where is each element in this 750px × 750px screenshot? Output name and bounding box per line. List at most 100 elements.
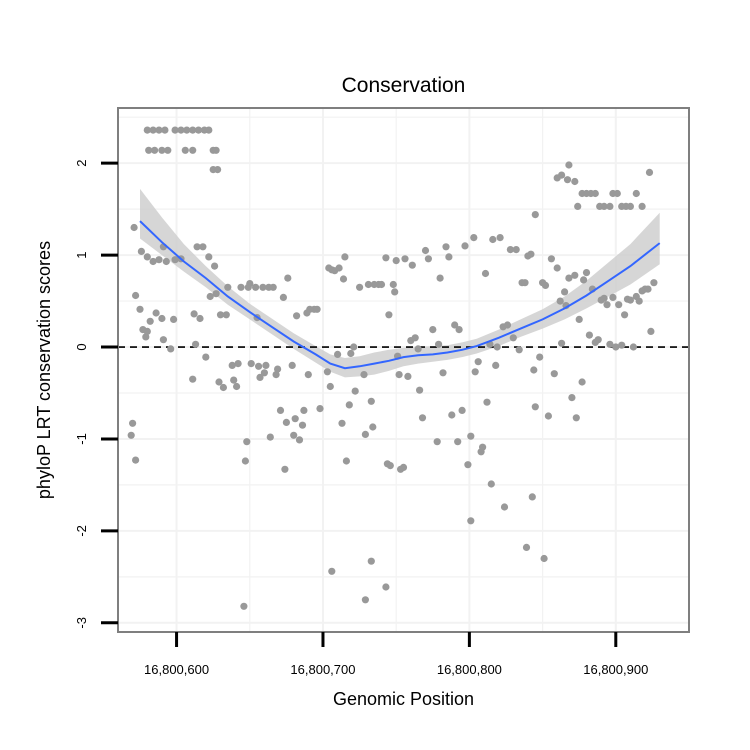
data-point	[262, 361, 270, 369]
data-point	[347, 349, 355, 358]
data-point	[266, 433, 274, 441]
data-point	[241, 457, 249, 465]
data-point	[650, 279, 658, 287]
data-point	[171, 256, 179, 264]
data-point	[170, 315, 178, 323]
x-tick-label: 16,800,600	[144, 662, 209, 677]
data-point	[489, 235, 497, 244]
data-point	[474, 358, 482, 366]
data-point	[369, 423, 377, 431]
data-point	[361, 430, 369, 438]
x-tick-label: 16,800,700	[290, 662, 355, 677]
data-point	[350, 343, 358, 351]
data-point	[416, 386, 424, 394]
data-point	[199, 243, 207, 251]
data-point	[503, 321, 512, 329]
data-point	[345, 401, 353, 409]
data-point	[531, 211, 539, 219]
data-point	[386, 462, 394, 470]
data-point	[234, 360, 242, 368]
data-point	[600, 202, 608, 210]
data-point	[132, 456, 140, 464]
data-point	[600, 294, 608, 302]
data-point	[356, 283, 364, 291]
data-point	[361, 596, 369, 604]
data-point	[136, 305, 144, 313]
data-point	[512, 246, 520, 254]
data-point	[205, 253, 213, 261]
data-point	[142, 333, 150, 341]
data-point	[274, 365, 282, 373]
data-point	[230, 376, 238, 384]
data-point	[568, 394, 576, 402]
data-point	[145, 146, 153, 154]
data-point	[360, 371, 368, 379]
data-point	[399, 463, 408, 471]
data-point	[558, 339, 566, 347]
data-point	[149, 257, 157, 266]
data-point	[395, 371, 403, 379]
data-point	[177, 126, 185, 134]
data-point	[279, 293, 287, 301]
data-point	[522, 543, 531, 552]
data-point	[487, 480, 495, 488]
data-point	[626, 296, 635, 304]
data-point	[240, 602, 248, 610]
data-point	[544, 412, 553, 420]
data-point	[189, 375, 197, 383]
data-point	[189, 146, 197, 154]
data-point	[613, 189, 621, 198]
data-point	[252, 283, 260, 291]
data-point	[127, 431, 135, 439]
panel-border	[117, 107, 690, 633]
data-point	[192, 340, 200, 348]
data-point	[202, 353, 210, 361]
data-point	[571, 177, 579, 186]
data-point	[130, 223, 138, 232]
x-axis-label: Genomic Position	[333, 689, 474, 709]
data-point	[205, 126, 213, 134]
data-point	[629, 343, 638, 351]
data-point	[464, 461, 472, 469]
data-point	[146, 317, 154, 325]
data-point	[565, 161, 573, 169]
data-point	[644, 285, 652, 293]
data-point	[212, 146, 220, 154]
data-point	[467, 432, 475, 440]
data-point	[645, 168, 654, 176]
data-point	[541, 281, 550, 289]
data-point	[189, 126, 197, 134]
data-point	[161, 126, 169, 134]
data-point	[582, 269, 591, 277]
data-point	[132, 291, 140, 300]
data-point	[260, 369, 268, 377]
data-point	[471, 368, 479, 376]
data-point	[367, 557, 375, 565]
data-point	[255, 362, 263, 370]
data-point	[224, 283, 232, 291]
data-point	[162, 257, 170, 266]
data-point	[155, 256, 163, 264]
data-point	[454, 438, 462, 446]
data-point	[506, 246, 514, 254]
data-point	[291, 415, 299, 423]
data-point	[470, 234, 478, 242]
data-point	[256, 373, 264, 381]
data-point	[328, 567, 336, 575]
data-point	[295, 436, 304, 444]
data-point	[515, 346, 523, 354]
y-axis-ticks: -3 -2 -1 0 1 2	[74, 160, 118, 629]
data-point	[237, 283, 245, 291]
y-axis-label: phyloP LRT conservation scores	[34, 241, 54, 499]
data-point	[137, 247, 145, 255]
x-tick-label: 16,800,800	[437, 662, 502, 677]
data-point	[152, 309, 160, 317]
data-point	[171, 126, 179, 134]
data-point	[561, 288, 569, 296]
data-point	[547, 255, 556, 263]
data-point	[335, 264, 343, 272]
data-point	[626, 202, 635, 210]
data-point	[243, 438, 251, 446]
data-point	[222, 311, 230, 319]
data-point	[129, 419, 137, 427]
